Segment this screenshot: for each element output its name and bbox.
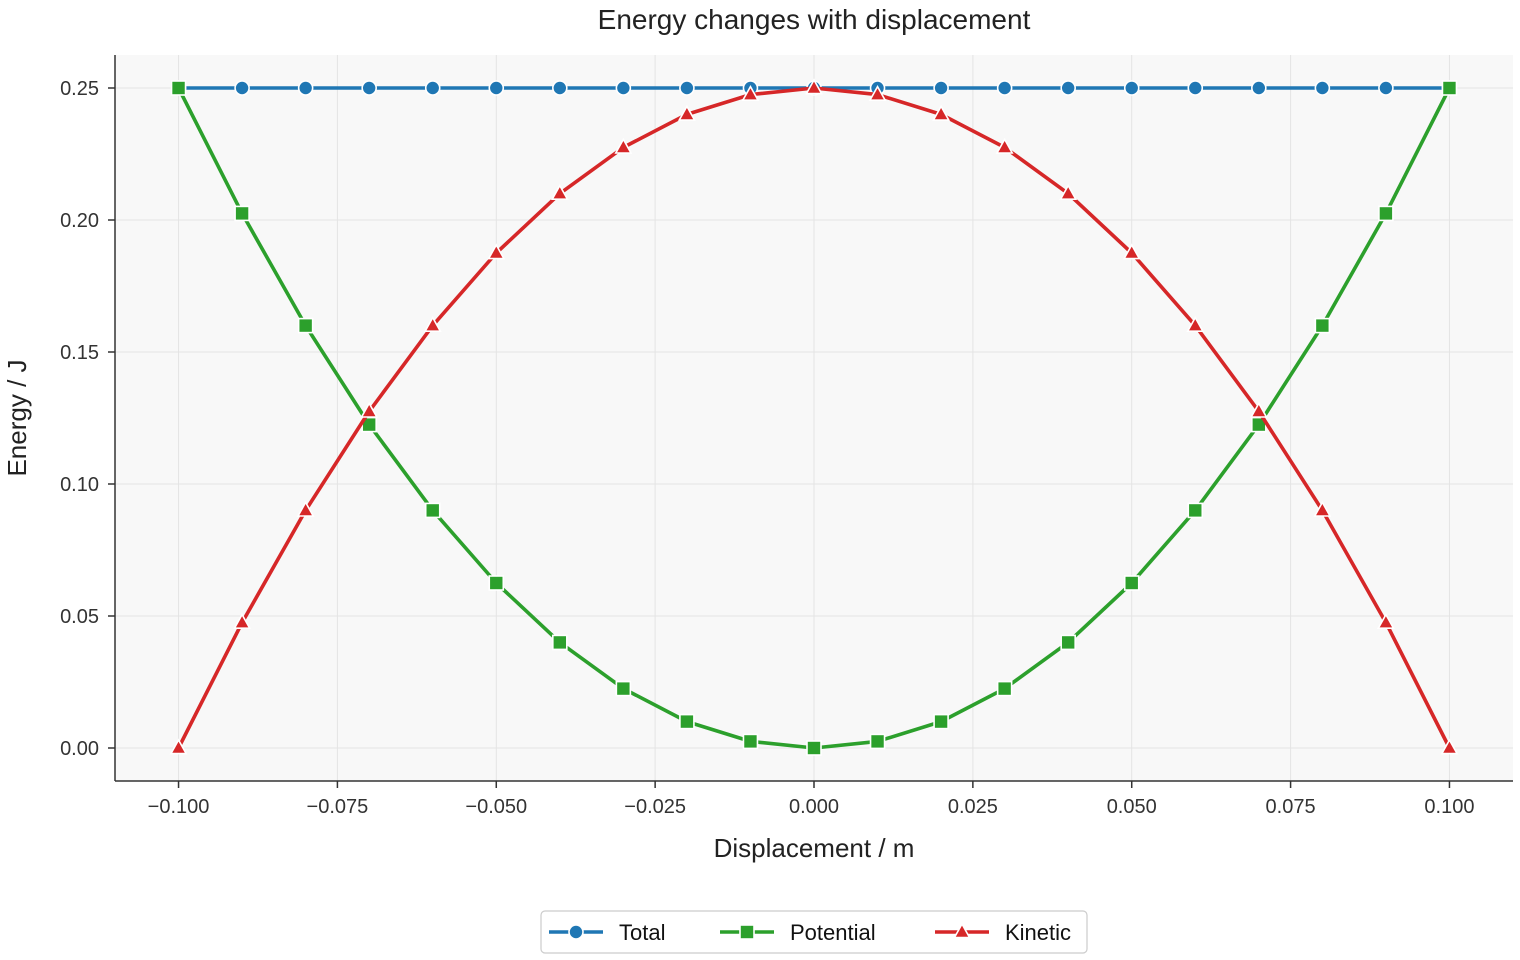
y-axis-ticks: 0.00 0.05 0.10 0.15 0.20 0.25 [60,78,115,760]
legend: Total Potential Kinetic [540,910,1088,954]
kinetic-point [868,84,887,101]
x-tick-label: 0.025 [948,796,998,818]
series-layer [169,78,1459,756]
legend-marker [739,924,755,940]
kinetic-point [360,401,379,418]
x-tick-label: −0.050 [465,796,527,818]
legend-label: Total [619,920,665,945]
total-point [615,80,632,96]
y-tick-label: 0.15 [60,342,99,364]
kinetic-point [1122,243,1141,260]
total-point [552,80,568,96]
potential-point [996,680,1013,697]
total-point [297,80,314,96]
x-tick-label: 0.050 [1107,796,1157,818]
kinetic-point [1186,315,1205,333]
kinetic-point [296,500,315,517]
potential-point [679,713,695,730]
kinetic-point [805,78,823,95]
potential-point [742,733,759,750]
total-point [488,80,505,96]
kinetic-point [1440,738,1459,755]
total-point [234,80,250,96]
potential-point [424,502,441,519]
kinetic-point [614,137,633,154]
chart-title: Energy changes with displacement [598,4,1031,35]
kinetic-point [487,243,506,260]
kinetic-point [1059,183,1078,200]
kinetic-point [550,183,569,200]
x-tick-label: 0.100 [1424,796,1474,818]
y-tick-label: 0.10 [60,474,99,496]
legend-label: Potential [790,920,876,945]
kinetic-point [932,104,951,121]
y-tick-label: 0.25 [60,78,99,100]
kinetic-point [1376,612,1395,630]
legend-label: Kinetic [1005,920,1071,945]
y-tick-label: 0.00 [60,738,99,760]
potential-point [1123,575,1140,591]
x-axis-ticks: −0.100 −0.075 −0.050 −0.025 0.000 0.025 0.050 0… [148,781,1474,818]
total-point [1378,80,1394,96]
potential-point [806,740,822,756]
potential-point [615,680,632,697]
legend-item-kinetic: Kinetic [935,920,1071,945]
y-tick-label: 0.05 [60,606,99,628]
kinetic-point [233,612,252,630]
kinetic-point [995,137,1014,154]
potential-point [1314,317,1331,334]
potential-point [933,713,949,730]
x-tick-label: −0.025 [624,796,686,818]
kinetic-point [1313,500,1332,517]
legend-box [540,910,1088,954]
potential-point [297,317,314,334]
total-point [996,80,1013,96]
total-point [361,80,377,96]
legend-item-potential: Potential [720,920,876,945]
y-axis-label: Energy / J [2,359,32,476]
legend-marker [568,924,584,940]
total-point [1187,80,1204,96]
x-tick-label: 0.075 [1266,796,1316,818]
series-potential [170,80,1458,756]
x-axis-label: Displacement / m [714,833,915,863]
total-point [424,80,441,96]
kinetic-point [677,104,696,121]
potential-point [488,575,505,591]
potential-point [1441,80,1458,96]
potential-point [552,634,568,651]
x-tick-label: −0.075 [307,796,369,818]
series-kinetic [169,78,1459,755]
legend-marker [953,922,971,939]
total-point [1123,80,1140,96]
potential-point [1060,634,1076,651]
total-point [1060,80,1076,96]
legend-item-total: Total [549,920,665,945]
kinetic-point [169,738,188,755]
kinetic-point [423,315,442,333]
potential-point [869,733,886,750]
total-point [1314,80,1331,96]
potential-point [234,205,250,222]
total-point [679,80,695,96]
total-point [933,80,949,96]
kinetic-point [741,84,760,101]
x-tick-label: 0.000 [789,796,839,818]
potential-point [170,80,187,96]
potential-point [1378,205,1394,222]
x-tick-label: −0.100 [148,796,210,818]
total-point [1251,80,1267,96]
y-tick-label: 0.20 [60,210,99,232]
kinetic-point [1249,401,1268,418]
potential-point [1187,502,1204,519]
